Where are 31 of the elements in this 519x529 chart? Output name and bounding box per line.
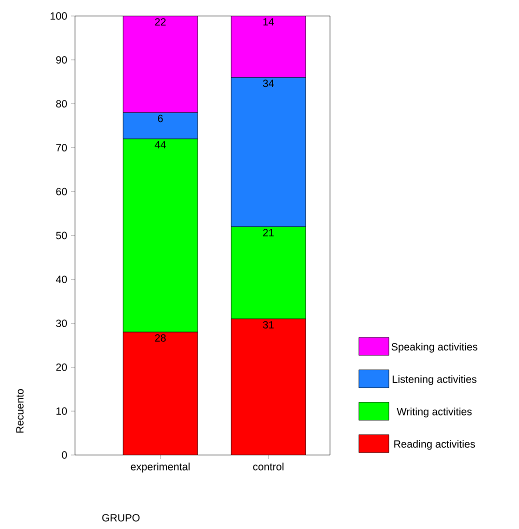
y-tick-label: 90 xyxy=(56,56,67,64)
y-tick-label: 100 xyxy=(50,12,67,20)
bar xyxy=(122,16,198,113)
data-label: 44 xyxy=(154,141,166,148)
legend-label: Writing activities xyxy=(396,408,472,418)
y-axis-title: Recuento xyxy=(16,389,24,433)
y-tick-label: 70 xyxy=(56,144,67,152)
legend-label: Reading activities xyxy=(394,440,475,450)
y-tick-label: 20 xyxy=(56,364,67,371)
data-label: 31 xyxy=(262,321,274,329)
y-tick-label: 30 xyxy=(56,320,67,328)
y-tick-label: 0 xyxy=(62,451,67,459)
x-axis-title: GRUPO xyxy=(102,514,140,522)
bar xyxy=(230,16,306,78)
bar xyxy=(230,318,306,455)
y-tick-label: 60 xyxy=(56,188,67,196)
data-label: 14 xyxy=(263,18,274,26)
data-label: 21 xyxy=(263,228,274,236)
data-label: 34 xyxy=(262,80,274,88)
y-tick-label: 10 xyxy=(56,407,67,415)
x-tick-label: control xyxy=(253,462,284,470)
data-label: 28 xyxy=(155,334,166,342)
legend-label: Listening activities xyxy=(392,375,476,385)
x-tick-label: experimental xyxy=(130,462,190,472)
data-label: 6 xyxy=(158,114,163,122)
y-tick-label: 40 xyxy=(56,276,67,284)
legend-label: Speaking activities xyxy=(392,342,478,353)
bar xyxy=(122,332,198,455)
y-tick-label: 80 xyxy=(56,100,67,108)
y-tick-label: 50 xyxy=(56,232,67,240)
data-label: 22 xyxy=(155,18,166,26)
